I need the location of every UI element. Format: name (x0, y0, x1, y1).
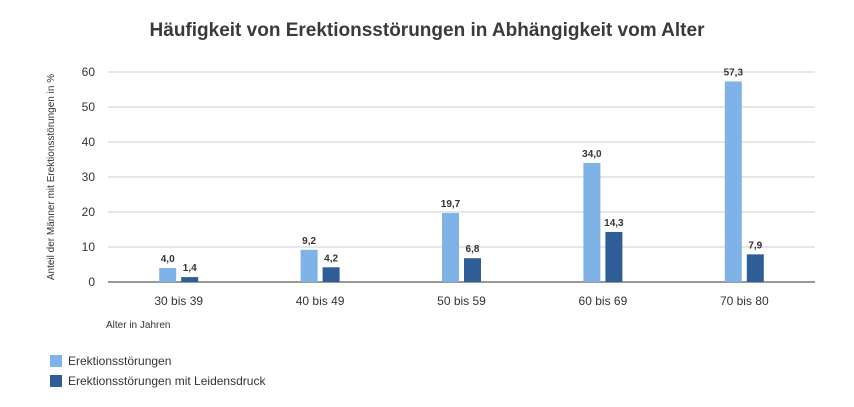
y-axis-ticks: 0 10 20 30 40 50 60 (82, 65, 96, 289)
data-label: 14,3 (604, 218, 624, 229)
x-axis-title: Alter in Jahren (106, 320, 170, 331)
x-tick-label: 30 bis 39 (154, 294, 203, 308)
chart-title: Häufigkeit von Erektionsstörungen in Abh… (149, 20, 705, 41)
bar (583, 163, 601, 282)
y-tick-label: 20 (82, 205, 96, 219)
bar (442, 213, 459, 282)
y-tick-label: 60 (82, 65, 96, 79)
bar (300, 249, 318, 282)
x-tick-label: 60 bis 69 (579, 294, 628, 308)
bar (724, 81, 742, 282)
data-label: 9,2 (302, 236, 316, 247)
data-label: 1,4 (183, 263, 197, 274)
data-label: 4,0 (161, 254, 175, 265)
data-label: 34,0 (582, 149, 602, 160)
y-axis-title: Anteil der Männer mit Erektionsstörungen… (46, 74, 57, 280)
legend-item: Erektionsstörungen mit Leidensdruck (50, 371, 265, 391)
x-tick-label: 70 bis 80 (720, 294, 769, 308)
bars (159, 81, 764, 282)
data-label: 19,7 (441, 199, 461, 210)
bar (181, 277, 199, 282)
data-labels: 4,0 1,4 9,2 4,2 19,7 6,8 34,0 14,3 57,3 7,9 (161, 67, 763, 274)
x-axis-ticks: 30 bis 39 40 bis 49 50 bis 59 60 bis 69 70 b… (154, 294, 769, 308)
legend-swatch (50, 355, 62, 367)
gridlines (108, 71, 815, 283)
data-label: 6,8 (466, 244, 480, 255)
x-tick-label: 50 bis 59 (437, 294, 486, 308)
legend-label: Erektionsstörungen mit Leidensdruck (68, 374, 266, 388)
bar (159, 268, 177, 282)
data-label: 57,3 (724, 67, 744, 78)
data-label: 7,9 (748, 240, 762, 251)
data-label: 4,2 (324, 253, 338, 264)
legend-item: Erektionsstörungen (50, 351, 265, 371)
legend-swatch (50, 375, 62, 387)
bar (464, 258, 481, 282)
y-tick-label: 0 (88, 275, 95, 289)
y-tick-label: 30 (82, 170, 96, 184)
bar (746, 254, 764, 282)
bar (322, 267, 340, 282)
x-tick-label: 40 bis 49 (296, 294, 345, 308)
y-tick-label: 50 (82, 100, 96, 114)
y-tick-label: 10 (82, 240, 96, 254)
y-tick-label: 40 (82, 135, 96, 149)
legend-label: Erektionsstörungen (68, 354, 172, 368)
legend: Erektionsstörungen Erektionsstörungen mi… (50, 351, 265, 391)
bar (605, 231, 623, 282)
